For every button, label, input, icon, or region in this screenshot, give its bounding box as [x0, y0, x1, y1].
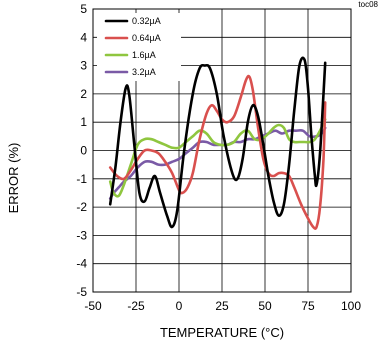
x-tick-label: 25 — [215, 299, 229, 313]
series-line-2 — [108, 118, 327, 198]
x-tick-label: -25 — [127, 299, 145, 313]
legend-label: 3.2µA — [132, 67, 156, 77]
y-tick-label: -2 — [76, 200, 87, 214]
y-tick-label: 5 — [80, 2, 87, 16]
y-tick-label: -3 — [76, 228, 87, 242]
y-tick-label: 3 — [80, 59, 87, 73]
legend-label: 1.6µA — [132, 50, 156, 60]
y-tick-label: -5 — [76, 285, 87, 299]
y-tick-labels: -5 -4 -3 -2 -1 0 1 2 3 4 5 — [76, 2, 87, 299]
series-line-3 — [108, 126, 327, 200]
legend-label: 0.32µA — [132, 16, 161, 26]
x-tick-labels: -50 -25 0 25 50 75 100 — [84, 299, 361, 313]
legend: 0.32µA 0.64µA 1.6µA 3.2µA — [97, 13, 181, 81]
plot-frame — [92, 8, 352, 293]
y-tick-label: 0 — [80, 144, 87, 158]
x-tick-label: -50 — [84, 299, 102, 313]
series-lines — [108, 56, 327, 231]
x-tick-label: 100 — [341, 299, 361, 313]
y-axis-title: ERROR (%) — [6, 143, 21, 214]
legend-background — [97, 13, 181, 81]
y-tick-label: -1 — [76, 172, 87, 186]
y-tick-label: -4 — [76, 257, 87, 271]
x-axis-title: TEMPERATURE (°C) — [160, 325, 284, 340]
legend-label: 0.64µA — [132, 33, 161, 43]
x-tick-label: 50 — [258, 299, 272, 313]
figure-id: toc08 — [358, 0, 378, 9]
x-tick-label: 0 — [176, 299, 183, 313]
series-line-1 — [108, 74, 327, 231]
y-tick-label: 4 — [80, 30, 87, 44]
y-tick-label: 2 — [80, 87, 87, 101]
series-line-0 — [108, 56, 327, 229]
y-tick-label: 1 — [80, 115, 87, 129]
x-tick-label: 75 — [301, 299, 315, 313]
